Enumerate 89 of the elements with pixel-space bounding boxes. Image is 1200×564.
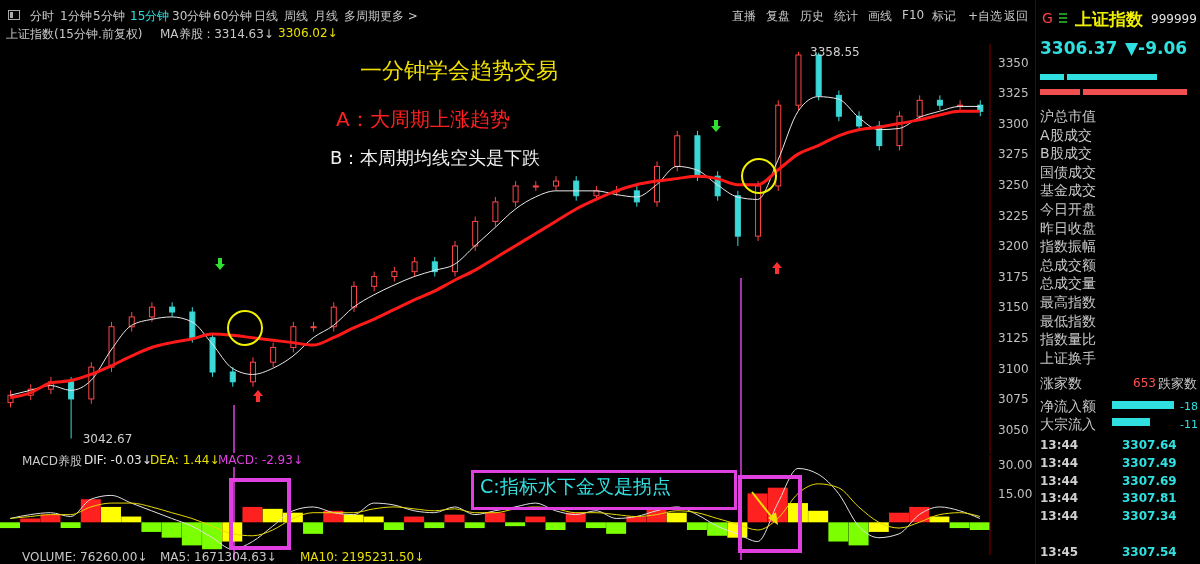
- y-tick-label: 3200: [998, 239, 1029, 254]
- text: 画线: [868, 8, 892, 25]
- text: 月线: [314, 8, 338, 25]
- annotation: A：大周期上涨趋势: [336, 106, 510, 133]
- y-tick-label: 30.00: [998, 457, 1033, 472]
- text: ▼-9.06: [1125, 38, 1188, 58]
- text: 13:45: [1040, 544, 1079, 559]
- text: 统计: [834, 8, 858, 25]
- text: 3307.54: [1122, 544, 1177, 559]
- text: 5分钟: [93, 8, 125, 25]
- y-tick-label: 3150: [998, 300, 1029, 315]
- annotation: 3042.67: [82, 431, 133, 446]
- text: 13:44: [1040, 438, 1079, 452]
- text: 13:44: [1040, 455, 1079, 470]
- text: G: [1042, 10, 1053, 26]
- text: 653: [1133, 376, 1156, 390]
- text: 沪总市值: [1040, 108, 1096, 126]
- text: 大宗流入: [1040, 416, 1096, 434]
- text: 国债成交: [1040, 163, 1096, 182]
- text: 上证指数(15分钟.前复权): [6, 26, 143, 43]
- annotation: VOLUME: 76260.00↓: [22, 550, 148, 564]
- y-tick-label: 3350: [998, 55, 1029, 70]
- text: 基金成交: [1040, 182, 1096, 201]
- text: 指数振幅: [1040, 238, 1096, 257]
- text: 13:44: [1040, 509, 1079, 524]
- text: 3307.49: [1122, 455, 1177, 470]
- y-tick-label: 3175: [998, 269, 1029, 284]
- text: 3307.81: [1122, 491, 1177, 506]
- text: F10: [902, 8, 925, 22]
- text: -11: [1180, 418, 1198, 431]
- text: 复盘: [766, 8, 790, 25]
- text: 指数量比: [1040, 331, 1096, 350]
- text: 一分钟学会趋势交易: [360, 57, 558, 85]
- y-tick-label: 3075: [998, 392, 1029, 407]
- y-tick-label: 3050: [998, 422, 1029, 437]
- y-tick-label: 3275: [998, 147, 1029, 162]
- text: 3306.37: [1040, 38, 1118, 58]
- y-tick-label: 3100: [998, 361, 1029, 376]
- annotation: DEA: 1.44↓: [150, 453, 220, 467]
- annotation: 3358.55: [810, 45, 860, 60]
- y-tick-label: 3250: [998, 178, 1029, 193]
- text: A股成交: [1040, 126, 1092, 145]
- annotation: MA5: 1671304.63↓: [160, 550, 277, 564]
- text: 13:44: [1040, 473, 1079, 488]
- text: 昨日收盘: [1040, 219, 1096, 238]
- text: 13:44: [1040, 491, 1079, 506]
- annotation: C:指标水下金叉是拐点: [480, 474, 671, 499]
- text: 最高指数: [1040, 294, 1096, 312]
- y-tick-label: 3225: [998, 208, 1029, 223]
- annotation: MACD: -2.93↓: [218, 453, 303, 467]
- annotation: DIF: -0.03↓: [84, 453, 152, 467]
- text: 30分钟: [172, 8, 212, 25]
- text: 最低指数: [1040, 312, 1096, 331]
- y-tick-label: 15.00: [998, 486, 1033, 501]
- text: 涨家数: [1040, 375, 1082, 393]
- text: 直播: [732, 8, 756, 25]
- text: 3306.02↓: [278, 26, 338, 40]
- text: 今日开盘: [1040, 201, 1096, 219]
- text: 3307.64: [1122, 438, 1177, 452]
- text: -18: [1180, 400, 1198, 413]
- text: 分时: [30, 8, 54, 25]
- text: 日线: [254, 8, 278, 25]
- text: 标记: [932, 8, 956, 25]
- text: 周线: [284, 8, 308, 25]
- annotation: MA10: 2195231.50↓: [300, 550, 425, 564]
- y-tick-label: 3300: [998, 116, 1029, 131]
- text: 上证换手: [1040, 349, 1096, 368]
- text: 更多 >: [380, 8, 418, 25]
- y-tick-label: 3325: [998, 86, 1029, 101]
- text: 3307.69: [1122, 473, 1177, 488]
- text: 跌家数: [1158, 375, 1197, 393]
- annotation: MACD养股: [22, 453, 82, 470]
- text: 3307.34: [1122, 509, 1177, 524]
- y-tick-label: 3125: [998, 330, 1029, 345]
- text: 总成交额: [1040, 256, 1096, 275]
- annotation: B：本周期均线空头是下跌: [330, 146, 541, 170]
- text: MA养股 : 3314.63↓: [160, 26, 274, 43]
- text: 15分钟: [130, 8, 170, 25]
- text: 历史: [800, 8, 824, 25]
- text: 返回: [1004, 8, 1028, 25]
- text: 多周期: [344, 8, 380, 25]
- text: 60分钟: [213, 8, 253, 25]
- text: +自选: [968, 8, 1003, 25]
- text: 净流入额: [1040, 398, 1096, 416]
- text: 999999: [1151, 12, 1197, 26]
- text: 1分钟: [60, 8, 92, 25]
- text: B股成交: [1040, 145, 1092, 164]
- text: 上证指数: [1075, 8, 1143, 31]
- text: 总成交量: [1040, 275, 1096, 294]
